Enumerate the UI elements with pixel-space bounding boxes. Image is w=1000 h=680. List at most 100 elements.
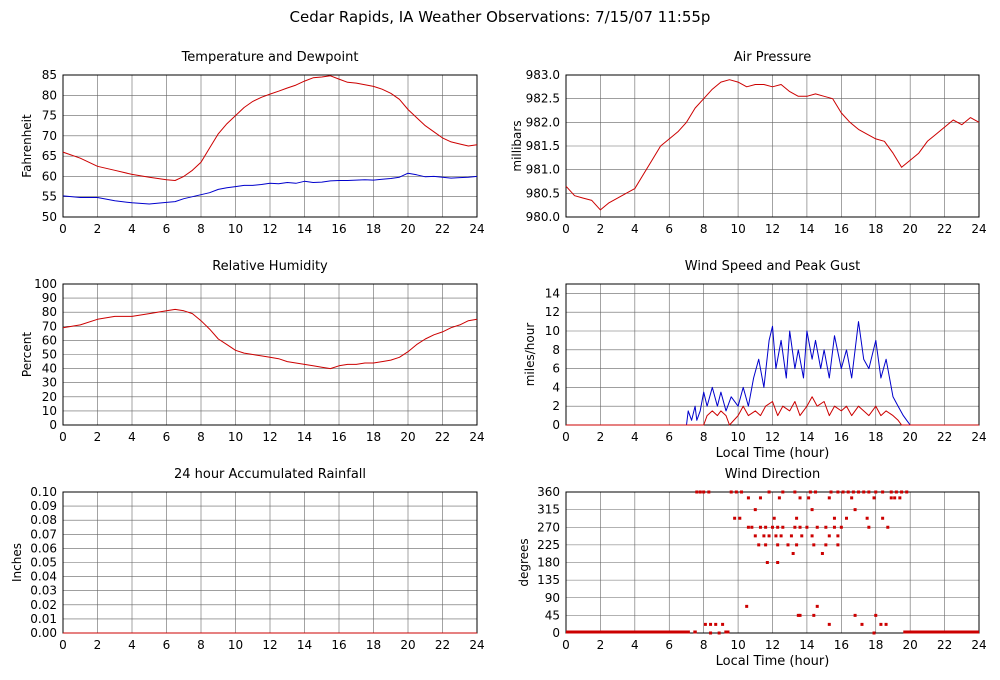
direction-point (789, 534, 793, 538)
x-tick-label: 20 (903, 222, 918, 236)
y-tick-label: 0.02 (30, 598, 57, 612)
direction-point (841, 490, 845, 494)
x-tick-label: 8 (700, 638, 708, 652)
direction-point (767, 490, 771, 494)
series-line-humidity-0 (62, 308, 478, 370)
y-tick-label: 0.08 (30, 513, 57, 527)
y-tick-label: 4 (552, 380, 560, 394)
x-tick-label: 20 (903, 430, 918, 444)
x-tick-label: 22 (435, 430, 450, 444)
x-tick-label: 24 (971, 222, 986, 236)
x-tick-label: 4 (128, 222, 136, 236)
chart-title: Temperature and Dewpoint (181, 50, 359, 65)
x-tick-label: 4 (631, 430, 639, 444)
y-tick-label: 8 (552, 343, 560, 357)
series-line-wind-0 (566, 321, 979, 426)
y-tick-label: 85 (42, 68, 57, 82)
chart-title: Relative Humidity (212, 259, 328, 274)
x-tick-label: 4 (631, 638, 639, 652)
y-tick-label: 981.0 (526, 163, 560, 177)
direction-point (750, 525, 754, 529)
direction-point (746, 496, 750, 500)
x-tick-label: 4 (631, 222, 639, 236)
x-tick-label: 10 (228, 638, 243, 652)
direction-point (872, 631, 876, 635)
direction-point (758, 496, 762, 500)
x-tick-label: 20 (903, 638, 918, 652)
direction-point (862, 490, 866, 494)
direction-point (709, 622, 713, 626)
chart-title: Wind Direction (725, 467, 821, 482)
y-tick-label: 10 (42, 404, 57, 418)
y-tick-label: 12 (545, 305, 560, 319)
x-tick-label: 24 (971, 430, 986, 444)
y-tick-label: 40 (42, 362, 57, 376)
direction-point (800, 534, 804, 538)
x-tick-label: 8 (197, 430, 205, 444)
y-axis-label: degrees (517, 538, 531, 586)
direction-point (857, 490, 861, 494)
x-tick-label: 14 (297, 222, 312, 236)
x-tick-label: 18 (868, 430, 883, 444)
x-tick-label: 12 (262, 430, 277, 444)
direction-point (776, 561, 780, 564)
direction-point (771, 525, 774, 529)
series-line-pressure-0 (565, 79, 980, 211)
x-tick-label: 18 (366, 638, 381, 652)
chart-title: 24 hour Accumulated Rainfall (174, 467, 366, 482)
direction-point (717, 631, 721, 635)
x-tick-label: 4 (128, 638, 136, 652)
direction-point (872, 496, 876, 500)
x-tick-label: 24 (971, 638, 986, 652)
y-tick-label: 75 (42, 109, 57, 123)
x-tick-label: 6 (163, 638, 171, 652)
direction-point (815, 604, 819, 608)
series-line-temp-0 (62, 75, 478, 181)
x-tick-label: 22 (937, 430, 952, 444)
x-tick-label: 0 (562, 222, 570, 236)
y-tick-label: 980.5 (526, 186, 560, 200)
y-tick-label: 60 (42, 333, 57, 347)
direction-point (874, 613, 878, 617)
y-tick-label: 180 (537, 556, 560, 570)
y-tick-label: 0.06 (30, 541, 57, 555)
direction-point (824, 525, 828, 529)
y-tick-label: 135 (537, 573, 560, 587)
x-tick-label: 22 (435, 638, 450, 652)
y-tick-label: 981.5 (526, 139, 560, 153)
y-tick-label: 2 (552, 399, 560, 413)
y-tick-label: 0.03 (30, 584, 57, 598)
x-tick-label: 6 (665, 430, 673, 444)
x-tick-label: 14 (799, 222, 814, 236)
direction-point (702, 490, 706, 494)
y-tick-label: 50 (42, 210, 57, 224)
direction-point (781, 490, 785, 494)
direction-point (900, 490, 904, 494)
direction-point (836, 543, 840, 547)
direction-point (860, 622, 864, 626)
x-tick-label: 2 (597, 222, 605, 236)
direction-point (779, 534, 783, 538)
direction-point (881, 516, 885, 520)
direction-point (827, 622, 831, 626)
x-tick-label: 18 (366, 430, 381, 444)
direction-point (738, 516, 742, 520)
y-tick-label: 983.0 (526, 68, 560, 82)
direction-point (776, 525, 780, 529)
y-tick-label: 0.04 (30, 570, 57, 584)
x-tick-label: 2 (94, 638, 102, 652)
direction-point (851, 490, 855, 494)
direction-point (889, 496, 893, 500)
x-tick-label: 22 (937, 638, 952, 652)
x-tick-label: 10 (730, 638, 745, 652)
direction-point (881, 490, 885, 494)
x-tick-label: 12 (262, 638, 277, 652)
direction-point (853, 613, 857, 617)
direction-point (894, 490, 898, 494)
y-axis-label: Percent (20, 332, 34, 377)
direction-point (793, 525, 797, 529)
x-tick-label: 18 (366, 222, 381, 236)
y-tick-label: 70 (42, 319, 57, 333)
direction-point (740, 490, 744, 494)
